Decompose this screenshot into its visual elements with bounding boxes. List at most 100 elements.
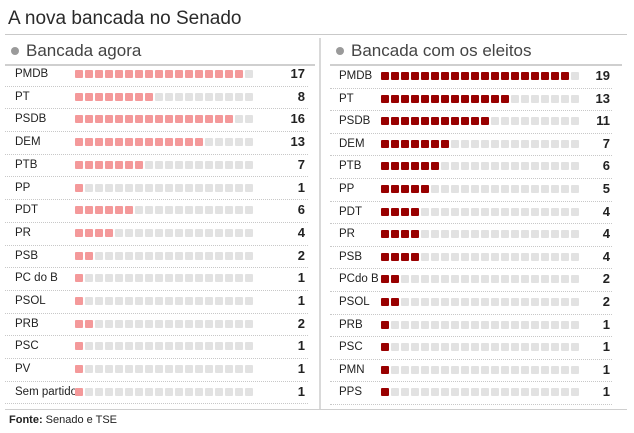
seat-filled	[411, 185, 419, 193]
seat-empty	[561, 185, 569, 193]
seat-empty	[245, 92, 253, 101]
seat-empty	[175, 319, 183, 328]
seat-cells	[381, 72, 581, 81]
seat-empty	[561, 230, 569, 239]
seat-empty	[511, 298, 519, 306]
seat-empty	[551, 162, 559, 171]
seat-filled	[75, 206, 83, 215]
seat-empty	[145, 206, 153, 215]
seat-filled	[411, 117, 419, 126]
panel-header-eleitos: Bancada com os eleitos	[330, 38, 622, 66]
seat-filled	[561, 72, 569, 80]
seat-empty	[501, 388, 509, 397]
seat-empty	[501, 117, 509, 126]
seat-filled	[75, 365, 83, 374]
seat-empty	[145, 228, 153, 237]
party-label: PT	[339, 92, 354, 105]
seat-filled	[95, 115, 103, 124]
seat-filled	[225, 70, 233, 78]
seat-empty	[561, 94, 569, 103]
seat-filled	[501, 72, 509, 80]
seat-empty	[541, 252, 549, 261]
seat-empty	[511, 94, 519, 103]
seat-empty	[245, 365, 253, 374]
seat-empty	[185, 342, 193, 351]
seat-empty	[135, 206, 143, 215]
seat-empty	[561, 139, 569, 148]
seat-empty	[205, 297, 213, 305]
seat-empty	[441, 365, 449, 374]
seat-empty	[551, 320, 559, 329]
seat-empty	[561, 298, 569, 306]
seat-empty	[205, 342, 213, 351]
seat-empty	[471, 162, 479, 171]
seat-filled	[125, 138, 133, 147]
seat-empty	[541, 94, 549, 103]
seat-empty	[461, 388, 469, 397]
seat-empty	[391, 388, 399, 397]
seat-empty	[571, 388, 579, 397]
seat-filled	[381, 365, 389, 374]
seat-filled	[401, 162, 409, 171]
seat-count: 6	[602, 158, 610, 174]
seat-empty	[165, 342, 173, 351]
seat-empty	[95, 274, 103, 283]
seat-empty	[461, 207, 469, 216]
seat-empty	[571, 117, 579, 126]
seat-empty	[521, 207, 529, 216]
seat-count: 1	[297, 293, 305, 308]
seat-empty	[125, 319, 133, 328]
chart-row: PSOL 1	[5, 291, 308, 314]
seat-filled	[215, 115, 223, 124]
seat-filled	[551, 72, 559, 80]
seat-empty	[185, 365, 193, 374]
seat-empty	[205, 274, 213, 283]
seat-empty	[491, 388, 499, 397]
seat-filled	[411, 207, 419, 216]
seat-empty	[245, 206, 253, 215]
seat-filled	[411, 94, 419, 103]
seat-empty	[461, 365, 469, 374]
seat-empty	[205, 160, 213, 169]
seat-empty	[175, 206, 183, 215]
seat-cells	[75, 319, 255, 329]
seat-empty	[165, 228, 173, 237]
party-label: PSDB	[15, 113, 47, 126]
seat-empty	[165, 92, 173, 101]
seat-empty	[105, 297, 113, 305]
seat-filled	[491, 94, 499, 103]
seat-empty	[471, 185, 479, 193]
seat-empty	[235, 251, 243, 260]
seat-empty	[175, 387, 183, 396]
chart-row: PT 8	[5, 87, 308, 110]
seat-empty	[421, 275, 429, 284]
seat-empty	[511, 207, 519, 216]
seat-count: 6	[297, 202, 305, 218]
party-label: DEM	[15, 136, 41, 149]
seat-empty	[225, 365, 233, 374]
seat-empty	[145, 342, 153, 351]
seat-cells	[381, 94, 581, 104]
seat-filled	[391, 207, 399, 216]
party-label: PDT	[339, 205, 362, 218]
seat-empty	[165, 319, 173, 328]
seat-empty	[511, 230, 519, 239]
seat-empty	[441, 252, 449, 261]
seat-empty	[175, 251, 183, 260]
seat-empty	[521, 230, 529, 239]
seat-empty	[561, 320, 569, 329]
seat-filled	[205, 115, 213, 124]
seat-empty	[571, 139, 579, 148]
seat-empty	[451, 388, 459, 397]
seat-empty	[145, 365, 153, 374]
seat-empty	[155, 183, 163, 192]
seat-empty	[145, 183, 153, 192]
seat-cells	[75, 297, 255, 306]
seat-empty	[481, 388, 489, 397]
seat-empty	[105, 251, 113, 260]
seat-filled	[85, 70, 93, 78]
seat-empty	[391, 343, 399, 352]
seat-filled	[401, 185, 409, 193]
chart-row: PT 13	[330, 89, 612, 112]
seat-filled	[185, 70, 193, 78]
